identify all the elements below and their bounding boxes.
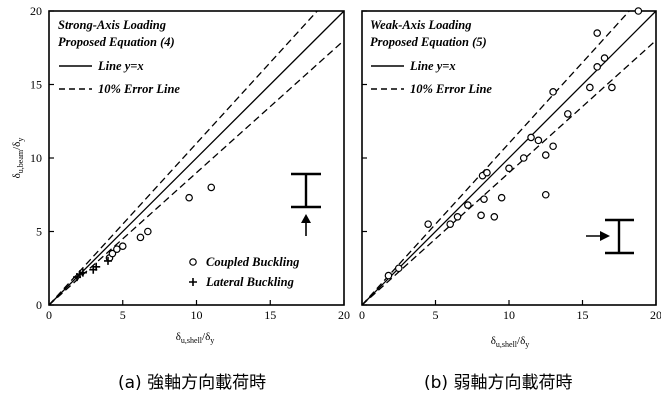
coupled-buckling-point xyxy=(120,243,126,249)
y-tick-label-a: 15 xyxy=(30,78,42,92)
load-arrow-up-icon xyxy=(301,214,311,236)
x-axis-label-b: δu,shell/δy xyxy=(491,335,530,349)
annotation-loading-a: Strong-Axis Loading xyxy=(58,18,166,32)
coupled-buckling-point xyxy=(498,194,504,200)
panel-b: 0 5 10 15 20 Weak-Axis Loading Proposed Equa… xyxy=(359,8,661,349)
coupled-buckling-point xyxy=(609,84,615,90)
coupled-buckling-point xyxy=(145,228,151,234)
coupled-buckling-point xyxy=(425,221,431,227)
coupled-buckling-point xyxy=(550,143,556,149)
annotation-equation-a: Proposed Equation (4) xyxy=(58,35,175,49)
coupled-buckling-point xyxy=(478,212,484,218)
i-beam-strong-axis-icon xyxy=(291,174,321,207)
x-tick-label-a: 20 xyxy=(338,308,350,322)
error-line-lower-b xyxy=(362,40,656,305)
coupled-buckling-point xyxy=(587,84,593,90)
legend-dashed-label-a: 10% Error Line xyxy=(98,82,180,96)
coupled-buckling-point xyxy=(521,155,527,161)
coupled-buckling-point xyxy=(635,8,641,14)
legend-dashed-label-b: 10% Error Line xyxy=(410,82,492,96)
legend-solid-label-a: Line y=x xyxy=(97,59,144,73)
x-axis-label-a: δu,shell/δy xyxy=(176,331,215,345)
coupled-buckling-point xyxy=(535,137,541,143)
coupled-buckling-point xyxy=(385,272,391,278)
coupled-buckling-point xyxy=(565,111,571,117)
coupled-buckling-point xyxy=(491,214,497,220)
coupled-buckling-point xyxy=(208,184,214,190)
y-tick-label-a: 5 xyxy=(36,225,42,239)
annotation-equation-b: Proposed Equation (5) xyxy=(370,35,487,49)
coupled-buckling-point xyxy=(506,165,512,171)
x-tick-label-b: 10 xyxy=(503,308,515,322)
x-tick-label-a: 5 xyxy=(120,308,126,322)
coupled-buckling-point xyxy=(396,265,402,271)
coupled-buckling-point xyxy=(550,89,556,95)
y-tick-label-a: 20 xyxy=(30,4,42,18)
coupled-buckling-point xyxy=(481,196,487,202)
coupled-buckling-point xyxy=(447,221,453,227)
reference-lines-b xyxy=(362,11,656,305)
y-tick-label-a: 10 xyxy=(30,151,42,165)
x-tick-label-b: 0 xyxy=(359,308,365,322)
data-marks-a xyxy=(73,184,214,281)
y-tick-label-a: 0 xyxy=(36,298,42,312)
caption-a: (a) 強軸方向載荷時 xyxy=(118,373,266,393)
i-beam-weak-axis-icon xyxy=(605,220,634,253)
coupled-buckling-point xyxy=(484,170,490,176)
coupled-buckling-point xyxy=(528,134,534,140)
legend-lateral-label: Lateral Buckling xyxy=(205,275,294,289)
error-line-upper-b xyxy=(362,11,629,305)
coupled-buckling-point xyxy=(601,55,607,61)
legend-solid-label-b: Line y=x xyxy=(409,59,456,73)
coupled-buckling-point xyxy=(465,202,471,208)
x-tick-label-b: 20 xyxy=(650,308,661,322)
x-tick-label-a: 10 xyxy=(191,308,203,322)
coupled-buckling-point xyxy=(137,234,143,240)
coupled-buckling-point xyxy=(543,152,549,158)
legend-circle-marker xyxy=(190,259,196,265)
x-tick-label-b: 15 xyxy=(577,308,589,322)
y-axis-label-a: δu,beam/δy xyxy=(11,138,25,179)
annotation-loading-b: Weak-Axis Loading xyxy=(370,18,472,32)
caption-b: (b) 弱軸方向載荷時 xyxy=(424,373,572,393)
coupled-buckling-point xyxy=(543,192,549,198)
legend-coupled-label: Coupled Buckling xyxy=(206,255,299,269)
panel-a: 0 5 10 15 20 0 5 10 15 20 Strong-Axis Loading Pro… xyxy=(11,4,350,345)
coupled-buckling-point xyxy=(186,194,192,200)
load-arrow-right-icon xyxy=(586,231,610,241)
coupled-buckling-point xyxy=(594,64,600,70)
error-line-lower-a xyxy=(49,40,344,305)
coupled-buckling-point xyxy=(454,214,460,220)
x-tick-label-a: 15 xyxy=(264,308,276,322)
coupled-buckling-point xyxy=(594,30,600,36)
x-tick-label-a: 0 xyxy=(46,308,52,322)
x-tick-label-b: 5 xyxy=(433,308,439,322)
line-y-equals-x-b xyxy=(362,11,656,305)
legend-plus-marker xyxy=(189,278,197,286)
